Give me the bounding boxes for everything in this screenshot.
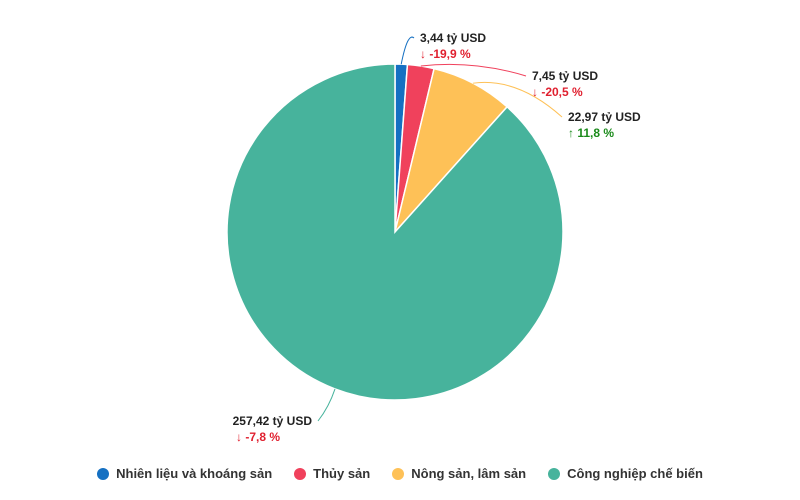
legend-label-thuy-san: Thủy sản [313,466,371,481]
legend-swatch-cong-nghiep [548,467,561,480]
pie-slice-cong-nghiep[interactable] [226,63,564,401]
leader-line-nong-san [472,81,563,118]
legend-swatch-nong-san [392,467,405,480]
leader-line-cong-nghiep [317,388,336,422]
change-label-cong-nghiep: ↓ -7,8 % [236,430,280,444]
pie-labels: 3,44 tỷ USD ↓ -19,9 % 7,45 tỷ USD ↓ -20,5 %… [233,31,641,444]
change-label-nong-san: ↑ 11,8 % [568,126,614,140]
pie-slices [226,63,564,401]
legend-item-cong-nghiep[interactable]: Công nghiệp chế biến [548,466,703,481]
value-label-cong-nghiep: 257,42 tỷ USD [233,414,313,428]
legend-label-nong-san: Nông sản, lâm sản [411,466,527,481]
value-label-nong-san: 22,97 tỷ USD [568,110,641,124]
pie-chart-svg: 3,44 tỷ USD ↓ -19,9 % 7,45 tỷ USD ↓ -20,5 %… [226,31,641,444]
value-label-thuy-san: 7,45 tỷ USD [532,69,598,83]
leader-line-thuy-san [420,63,527,77]
legend-item-nhien-lieu[interactable]: Nhiên liệu và khoáng sản [97,466,272,481]
legend-label-cong-nghiep: Công nghiệp chế biến [567,466,703,481]
value-label-nhien-lieu: 3,44 tỷ USD [420,31,486,45]
change-label-thuy-san: ↓ -20,5 % [532,85,583,99]
legend-item-nong-san[interactable]: Nông sản, lâm sản [392,466,526,481]
leader-line-nhien-lieu [400,36,415,65]
change-label-nhien-lieu: ↓ -19,9 % [420,47,471,61]
legend-label-nhien-lieu: Nhiên liệu và khoáng sản [116,466,273,481]
legend-swatch-nhien-lieu [97,467,110,480]
legend-item-thuy-san[interactable]: Thủy sản [294,466,370,481]
legend-swatch-thuy-san [294,467,307,480]
legend: Nhiên liệu và khoáng sản Thủy sản Nông s… [0,466,800,481]
